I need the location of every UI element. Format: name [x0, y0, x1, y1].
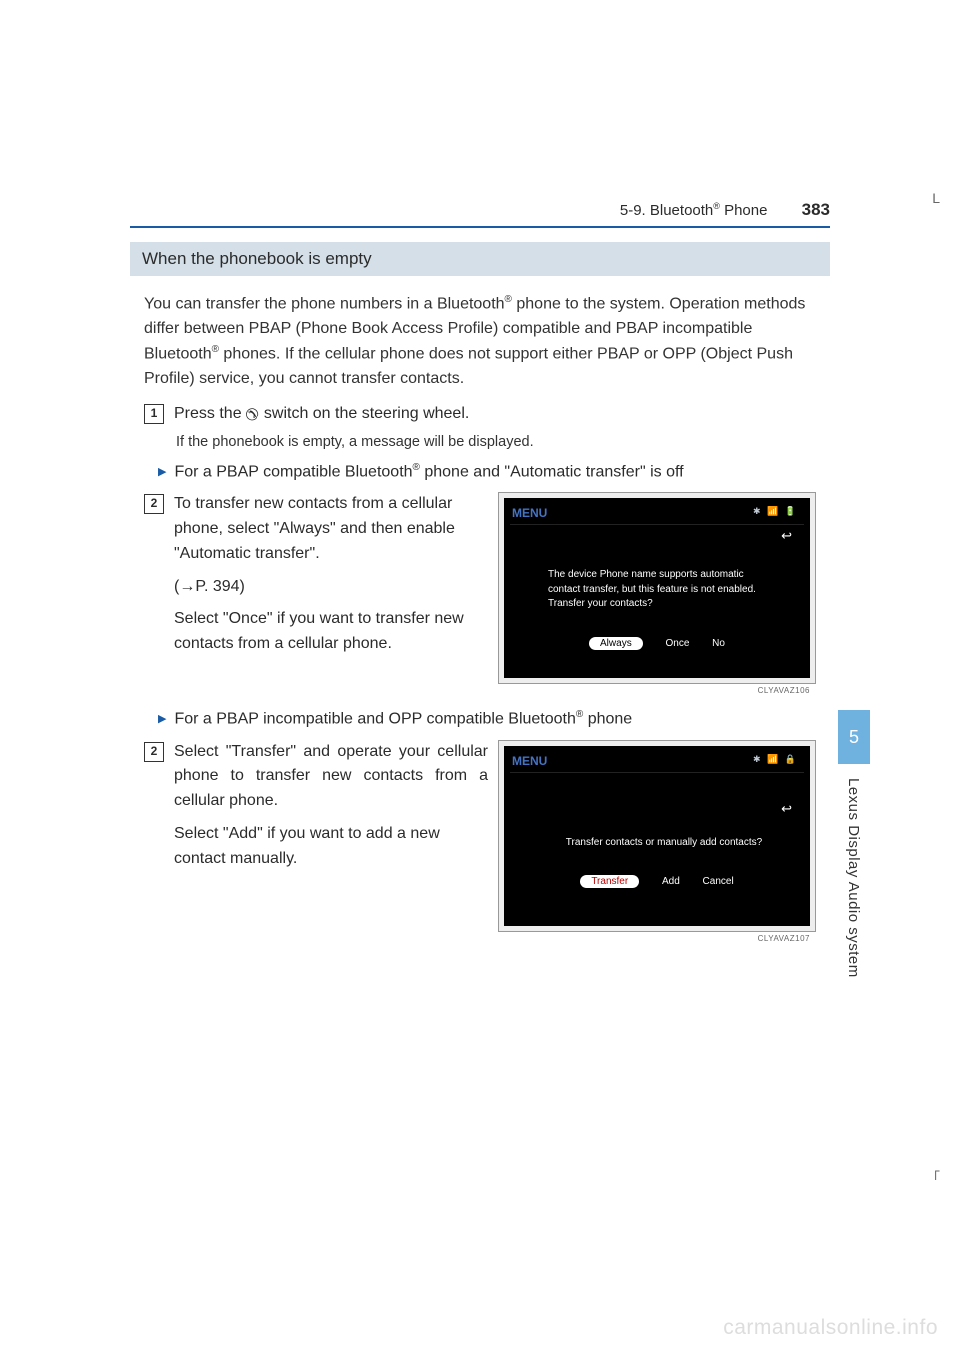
step2a-p1: To transfer new contacts from a cellular… [174, 492, 488, 566]
section-heading: When the phonebook is empty [130, 242, 830, 276]
step-number-box: 2 [144, 742, 164, 762]
arrow-icon: → [179, 578, 195, 595]
msg-line3: Transfer your contacts? [548, 597, 780, 612]
bullet-a-after: phone and "Automatic transfer" is off [420, 463, 684, 480]
bullet-pbap-compatible: ▶ For a PBAP compatible Bluetooth® phone… [130, 460, 830, 484]
transfer-button: Transfer [580, 875, 639, 888]
side-tab: 5 Lexus Display Audio system [838, 710, 870, 978]
screen-buttons: Always Once No [504, 637, 810, 650]
device-screen-a: MENU ✱ 📶 🔋 ↩ The device Phone name suppo… [504, 498, 810, 678]
section-suffix: Phone [720, 202, 768, 219]
screenshot-b: MENU ✱ 📶 🔒 ↩ Transfer contacts or manual… [498, 740, 816, 943]
step2b-p2: Select "Add" if you want to add a new co… [174, 822, 488, 872]
screen-divider [510, 524, 804, 525]
crop-mark-bottom: 「 [926, 1168, 940, 1188]
figure-code: CLYAVAZ107 [498, 932, 816, 943]
msg-line1: The device Phone name supports automatic [548, 568, 780, 583]
chapter-tab: 5 [838, 710, 870, 764]
step-2b-text: Select "Transfer" and operate your cellu… [174, 740, 488, 880]
bullet-a-text: For a PBAP compatible Bluetooth® phone a… [174, 460, 683, 484]
step-number-box: 1 [144, 404, 164, 424]
registered-mark: ® [505, 294, 512, 305]
no-button: No [712, 638, 725, 649]
p2-suffix: P. 394) [195, 578, 245, 595]
device-screen-b: MENU ✱ 📶 🔒 ↩ Transfer contacts or manual… [504, 746, 810, 926]
step-2a-left: 2 To transfer new contacts from a cellul… [144, 492, 488, 665]
section-label: 5-9. Bluetooth® Phone [620, 202, 772, 219]
screen-message: The device Phone name supports automatic… [548, 568, 780, 612]
step-2b-left: 2 Select "Transfer" and operate your cel… [144, 740, 488, 880]
menu-label: MENU [512, 506, 547, 520]
registered-mark: ® [212, 344, 219, 355]
step1-after: switch on the steering wheel. [259, 405, 469, 422]
msg-line2: contact transfer, but this feature is no… [548, 583, 780, 598]
step-1-note: If the phonebook is empty, a message wil… [130, 434, 830, 450]
step-2a-text: To transfer new contacts from a cellular… [174, 492, 488, 665]
crop-mark-top: L [932, 190, 940, 206]
chapter-label: Lexus Display Audio system [838, 764, 862, 978]
step2a-p3: Select "Once" if you want to transfer ne… [174, 607, 488, 657]
status-icons: ✱ 📶 🔋 [753, 506, 798, 517]
watermark: carmanualsonline.info [723, 1316, 938, 1340]
screen-message-b: Transfer contacts or manually add contac… [548, 836, 780, 851]
intro-p1: You can transfer the phone numbers in a … [144, 295, 505, 312]
add-button: Add [662, 876, 680, 887]
step1-before: Press the [174, 405, 246, 422]
bullet-pbap-incompatible: ▶ For a PBAP incompatible and OPP compat… [130, 707, 830, 731]
step2a-p2: (→P. 394) [174, 575, 488, 600]
figure-code: CLYAVAZ106 [498, 684, 816, 695]
bullet-arrow-icon: ▶ [158, 465, 166, 484]
page-content: 5-9. Bluetooth® Phone 383 When the phone… [130, 200, 830, 955]
bullet-a-before: For a PBAP compatible Bluetooth [174, 463, 412, 480]
screen-buttons-b: Transfer Add Cancel [504, 875, 810, 888]
step-1-text: Press the ✆ switch on the steering wheel… [174, 402, 469, 428]
status-icons: ✱ 📶 🔒 [753, 754, 798, 765]
section-label-text: 5-9. Bluetooth [620, 202, 713, 219]
step-1: 1 Press the ✆ switch on the steering whe… [130, 402, 830, 428]
always-button: Always [589, 637, 643, 650]
bullet-b-before: For a PBAP incompatible and OPP compatib… [174, 711, 575, 728]
screen-frame: MENU ✱ 📶 🔋 ↩ The device Phone name suppo… [498, 492, 816, 684]
step-number-box: 2 [144, 494, 164, 514]
step-2a-block: 2 To transfer new contacts from a cellul… [130, 492, 830, 695]
step2b-p1: Select "Transfer" and operate your cellu… [174, 740, 488, 814]
intro-paragraph: You can transfer the phone numbers in a … [130, 292, 830, 392]
step-2b-block: 2 Select "Transfer" and operate your cel… [130, 740, 830, 943]
page-header: 5-9. Bluetooth® Phone 383 [130, 200, 830, 228]
bullet-b-text: For a PBAP incompatible and OPP compatib… [174, 707, 632, 731]
back-icon: ↩ [781, 801, 792, 817]
bullet-b-after: phone [583, 711, 632, 728]
intro-p3: phones. If the cellular phone does not s… [144, 345, 793, 387]
menu-label: MENU [512, 754, 547, 768]
bullet-arrow-icon: ▶ [158, 712, 166, 731]
screen-frame: MENU ✱ 📶 🔒 ↩ Transfer contacts or manual… [498, 740, 816, 932]
registered-mark: ® [413, 462, 420, 473]
registered-mark: ® [713, 201, 720, 211]
page-number: 383 [802, 200, 830, 219]
screen-divider [510, 772, 804, 773]
once-button: Once [665, 638, 689, 649]
cancel-button: Cancel [703, 876, 734, 887]
back-icon: ↩ [781, 528, 792, 544]
screenshot-a: MENU ✱ 📶 🔋 ↩ The device Phone name suppo… [498, 492, 816, 695]
